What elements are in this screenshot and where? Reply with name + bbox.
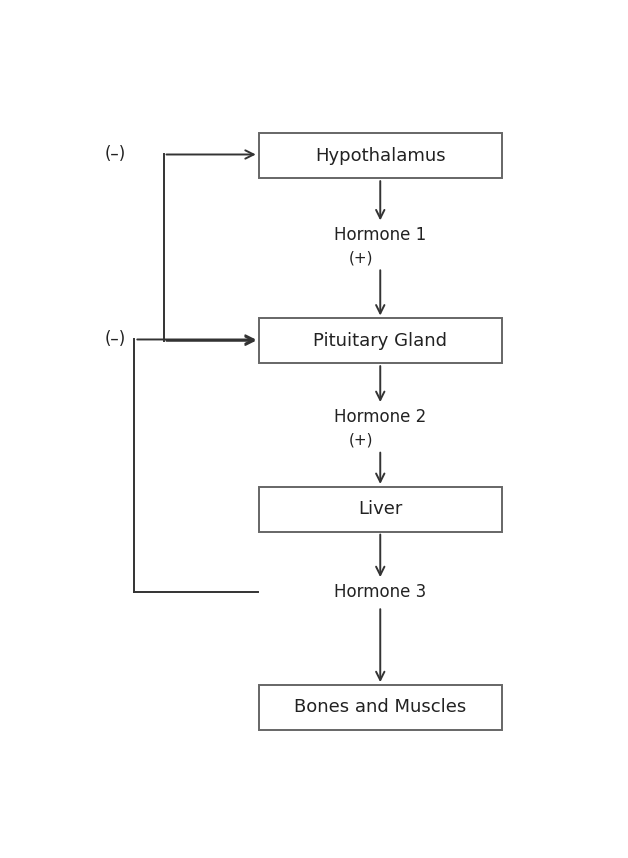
- Text: (–): (–): [104, 330, 126, 348]
- Text: Hypothalamus: Hypothalamus: [315, 147, 446, 165]
- Text: (+): (+): [349, 432, 373, 447]
- FancyBboxPatch shape: [259, 486, 502, 532]
- Text: Hormone 1: Hormone 1: [334, 227, 426, 244]
- Text: (+): (+): [349, 250, 373, 265]
- Text: Pituitary Gland: Pituitary Gland: [313, 332, 447, 350]
- FancyBboxPatch shape: [259, 318, 502, 363]
- FancyBboxPatch shape: [259, 685, 502, 730]
- Text: Hormone 2: Hormone 2: [334, 408, 426, 426]
- Text: Liver: Liver: [358, 500, 403, 518]
- FancyBboxPatch shape: [259, 133, 502, 178]
- Text: Hormone 3: Hormone 3: [334, 583, 426, 601]
- Text: Bones and Muscles: Bones and Muscles: [294, 698, 467, 716]
- Text: (–): (–): [104, 146, 126, 164]
